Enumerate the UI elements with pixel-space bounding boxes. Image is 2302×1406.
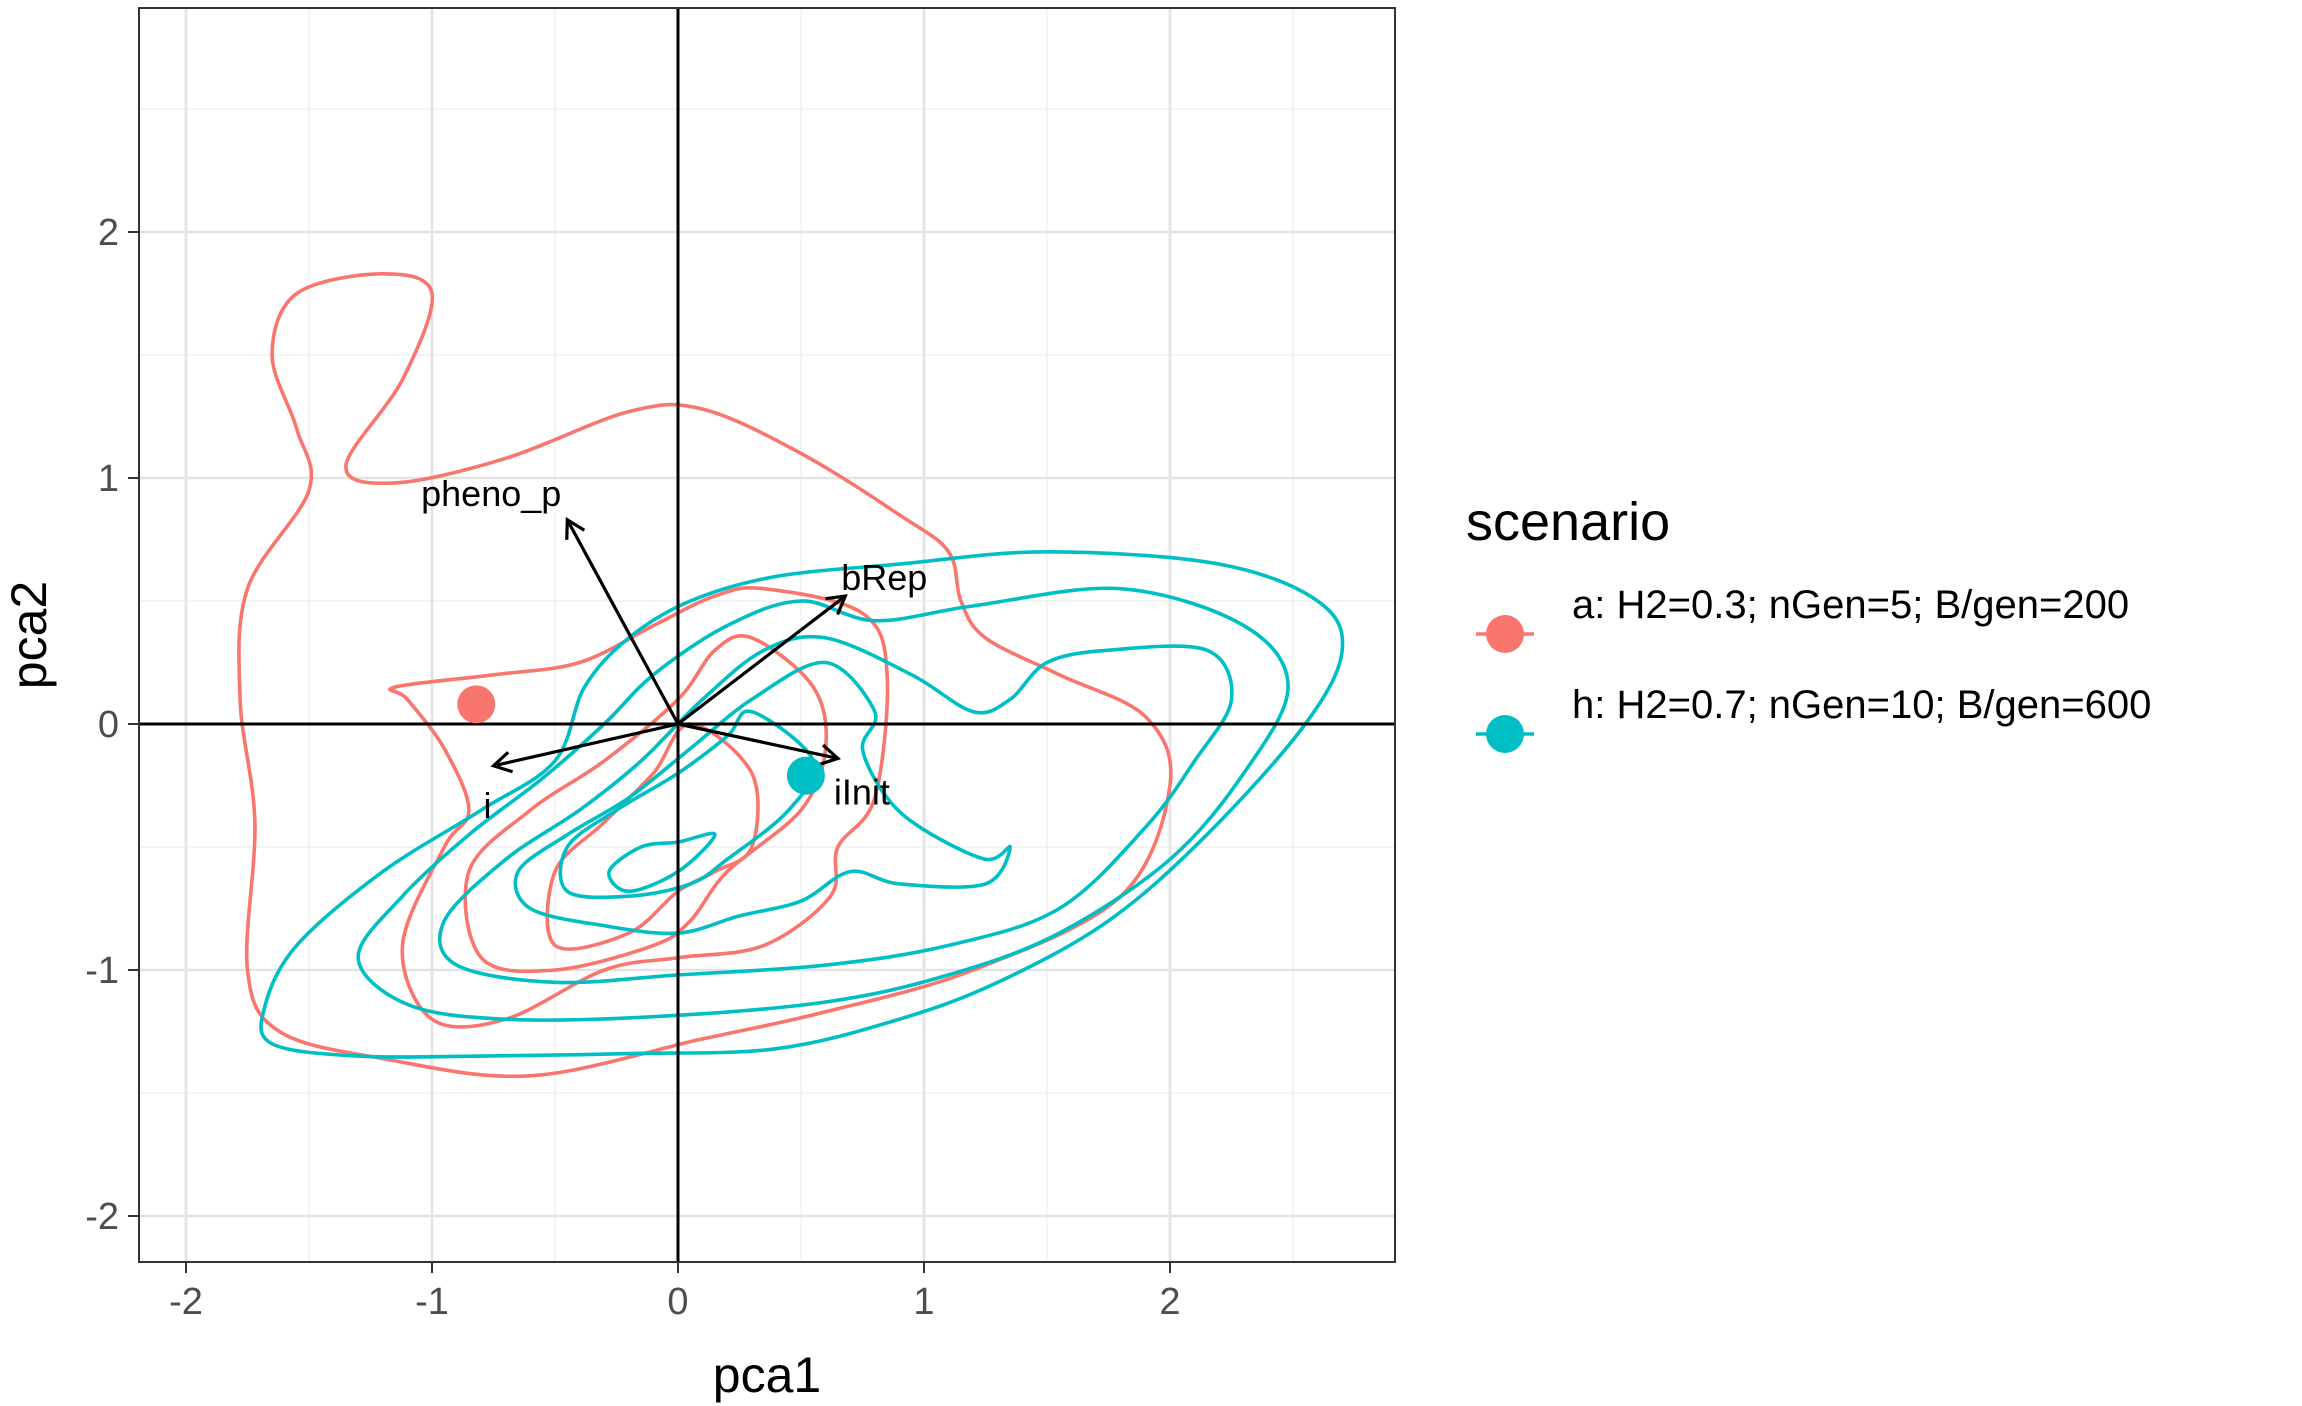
loading-arrow-head [490, 751, 514, 774]
loading-label: iInit [834, 771, 890, 812]
y-tick-label: 2 [98, 212, 119, 254]
loading-arrow-head [825, 594, 848, 616]
legend-entry-a: a: H2=0.3; nGen=5; B/gen=200 [1476, 583, 2129, 653]
y-axis-title: pca2 [1, 581, 57, 689]
y-tick-label: 1 [98, 458, 119, 500]
y-tick-label: 0 [98, 704, 119, 746]
loading-iInit: iInit [677, 722, 890, 812]
loading-arrow-shaft [677, 722, 839, 761]
x-tick-label: 0 [667, 1281, 688, 1323]
y-tick-label: -1 [85, 950, 119, 992]
centroid-point-h [786, 756, 825, 795]
legend-key-point [1486, 615, 1524, 653]
contour-h-level-3 [437, 634, 1234, 985]
legend-entry-label: h: H2=0.7; nGen=10; B/gen=600 [1572, 683, 2151, 727]
y-tick-label: -2 [85, 1196, 119, 1238]
plot-panel-background [139, 8, 1395, 1262]
legend-title: scenario [1466, 492, 1670, 552]
contour-h-level-1 [259, 550, 1345, 1059]
minor-gridlines [139, 8, 1395, 1262]
centroid-points [457, 685, 825, 795]
x-tick-label: 2 [1159, 1281, 1180, 1323]
loading-arrows: pheno_p bRep i iInit [421, 473, 927, 826]
x-tick-label: -2 [169, 1281, 203, 1323]
x-axis: -2 -1 0 1 2 [169, 1262, 1181, 1323]
loading-label: pheno_p [421, 473, 561, 514]
centroid-point-a [457, 685, 496, 724]
loading-arrow-head [565, 517, 586, 540]
loading-arrow-shaft [565, 519, 680, 725]
loading-arrow-shaft [493, 722, 679, 768]
legend: scenario a: H2=0.3; nGen=5; B/gen=200 h: … [1466, 492, 2151, 753]
loading-bRep: bRep [677, 557, 927, 726]
loading-label: i [484, 785, 492, 826]
contour-h-level-2 [356, 586, 1290, 1022]
loading-i: i [484, 722, 679, 826]
contour-h-level-4 [513, 660, 1012, 936]
origin-lines [139, 8, 1395, 1262]
x-tick-label: 1 [913, 1281, 934, 1323]
y-axis: -2 -1 0 1 2 [85, 212, 139, 1238]
loading-label: bRep [841, 557, 927, 598]
plot-panel-border [138, 7, 1396, 1263]
loading-arrow-head [818, 743, 842, 767]
loading-arrow-shaft [677, 594, 847, 726]
contour-a-level-2 [388, 585, 890, 1029]
legend-key-point [1486, 715, 1524, 753]
loading-pheno_p: pheno_p [421, 473, 680, 725]
legend-entry-label: a: H2=0.3; nGen=5; B/gen=200 [1572, 583, 2129, 627]
x-axis-title: pca1 [713, 1347, 821, 1403]
x-tick-label: -1 [415, 1281, 449, 1323]
legend-entry-h: h: H2=0.7; nGen=10; B/gen=600 [1476, 683, 2151, 753]
